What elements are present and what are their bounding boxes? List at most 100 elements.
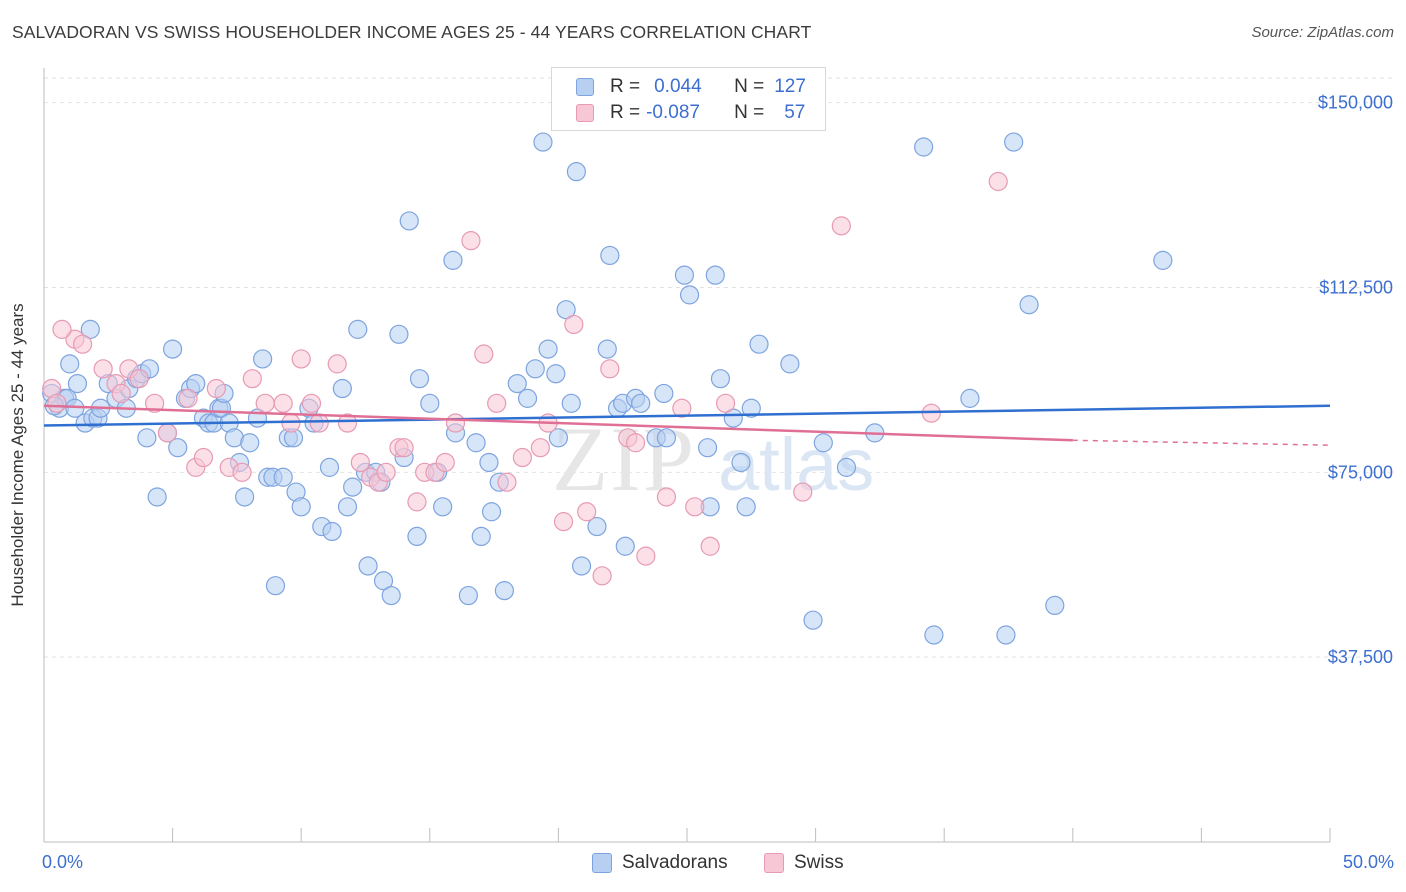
point-salvadoran (615, 536, 635, 556)
point-salvadoran (253, 349, 273, 369)
point-salvadoran (654, 383, 674, 404)
point-swiss (301, 393, 322, 413)
point-salvadoran (561, 393, 581, 413)
point-salvadoran (656, 428, 677, 448)
point-salvadoran (481, 502, 502, 522)
point-swiss (144, 393, 165, 413)
trend-lines (43, 404, 1331, 446)
point-salvadoran (137, 428, 157, 448)
legend-item-swiss: Swiss (764, 852, 844, 874)
point-salvadoran (443, 250, 463, 270)
point-salvadoran (960, 388, 980, 408)
point-salvadoran (343, 477, 363, 497)
point-swiss (157, 423, 178, 443)
point-salvadoran (168, 438, 188, 458)
point-salvadoran (548, 428, 569, 448)
point-swiss (52, 319, 72, 339)
y-tick-label: $150,000 (1318, 93, 1393, 113)
point-salvadoran (587, 516, 607, 537)
point-swiss (445, 413, 466, 433)
point-swiss (577, 502, 597, 522)
point-salvadoran (373, 571, 394, 591)
point-swiss (435, 452, 455, 473)
point-salvadoran (571, 556, 592, 576)
point-swiss (553, 512, 574, 532)
point-salvadoran (723, 408, 743, 428)
x-tick-label-max: 50.0% (1342, 852, 1394, 872)
axes (43, 68, 1331, 843)
legend-n-label: N = (734, 76, 765, 97)
legend-swatch-blue (592, 853, 612, 873)
legend-r-label: R = (610, 102, 641, 123)
point-salvadoran (358, 556, 378, 576)
point-salvadoran (731, 452, 751, 473)
legend-item-salvadorans: Salvadorans (592, 852, 728, 874)
point-swiss (592, 566, 612, 586)
point-salvadoran (556, 300, 576, 320)
point-swiss (291, 349, 311, 369)
legend-n-label: N = (734, 102, 765, 123)
legend-n-value: 57 (784, 102, 806, 123)
point-swiss (407, 492, 427, 512)
point-swiss (988, 171, 1008, 192)
point-salvadoran (348, 319, 368, 339)
point-swiss (232, 462, 252, 482)
chart-source: Source: ZipAtlas.com (1251, 24, 1394, 41)
point-salvadoran (741, 398, 761, 418)
point-salvadoran (507, 374, 527, 394)
point-salvadoran (780, 354, 800, 374)
y-tick-label: $75,000 (1328, 462, 1393, 482)
point-salvadoran (674, 265, 695, 285)
point-swiss (487, 393, 507, 413)
point-swiss (129, 369, 149, 389)
point-salvadoran (705, 265, 725, 285)
point-salvadoran (924, 625, 944, 645)
point-swiss (394, 438, 414, 458)
point-salvadoran (60, 354, 80, 374)
point-salvadoran (291, 497, 311, 517)
point-salvadoran (80, 319, 100, 339)
point-swiss (700, 536, 720, 556)
point-swiss (178, 388, 198, 408)
point-salvadoran (803, 610, 823, 630)
trend-line-salvadorans (43, 404, 1331, 427)
point-salvadoran (235, 487, 255, 507)
point-salvadoran (479, 452, 499, 473)
point-salvadoran (996, 625, 1016, 645)
point-salvadoran (67, 374, 88, 394)
point-salvadoran (736, 497, 756, 517)
point-swiss (600, 359, 620, 379)
point-salvadoran (1004, 132, 1024, 152)
legend-r-label: R = (610, 76, 641, 97)
point-salvadoran (471, 526, 491, 547)
point-salvadoran (538, 339, 558, 359)
y-axis-label: Householder Income Ages 25 - 44 years (8, 303, 27, 607)
legend-label-salvadorans: Salvadorans (622, 852, 728, 873)
legend-swatch-pink (576, 104, 594, 122)
point-salvadoran (597, 339, 617, 359)
legend-swatch-pink (764, 853, 784, 873)
point-salvadoran (566, 162, 587, 182)
legend-r-value: -0.087 (646, 102, 700, 123)
point-salvadoran (517, 388, 538, 408)
legend-swatch-blue (576, 78, 594, 96)
series-swiss (42, 171, 1008, 586)
point-swiss (793, 482, 813, 502)
point-swiss (255, 393, 275, 413)
point-swiss (273, 393, 293, 413)
legend-row-swiss: R = -0.087 N = 57 (576, 101, 805, 125)
y-tick-labels: $37,500 $75,000 $112,500 $150,000 (1318, 93, 1393, 668)
point-swiss (47, 393, 67, 413)
point-swiss (350, 452, 370, 473)
point-salvadoran (494, 581, 514, 601)
point-swiss (625, 433, 646, 453)
point-salvadoran (407, 526, 427, 547)
point-swiss (685, 497, 705, 517)
legend-label-swiss: Swiss (794, 852, 844, 873)
series-legend: Salvadorans Swiss (0, 852, 1406, 878)
legend-row-salvadorans: R = 0.044 N = 127 (576, 75, 806, 99)
point-salvadoran (399, 211, 419, 231)
point-swiss (376, 462, 396, 482)
point-salvadoran (1019, 295, 1039, 315)
